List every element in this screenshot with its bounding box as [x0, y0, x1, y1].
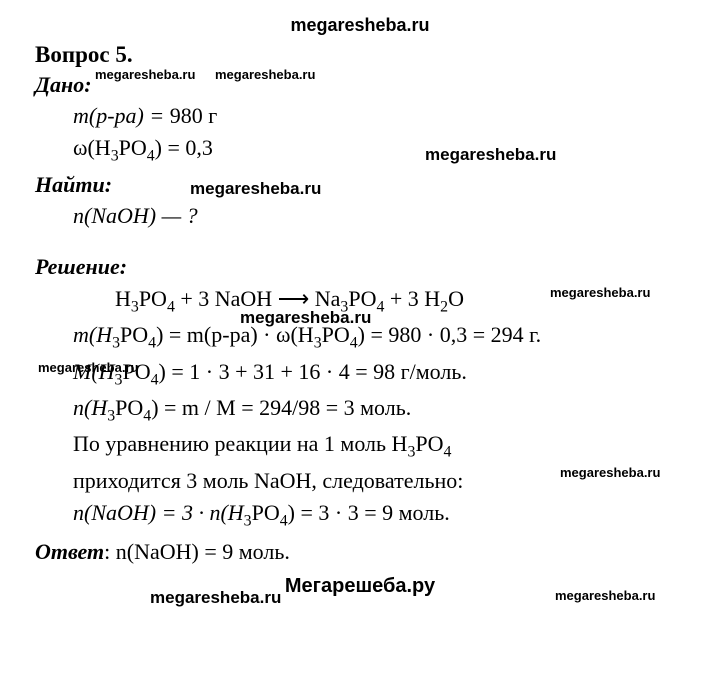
sub: 3 [111, 147, 119, 164]
solution-label: Решение: [35, 254, 685, 280]
text: PO [139, 286, 167, 311]
text: PO [252, 500, 280, 525]
given-line-1: m(р-ра) = 980 г [73, 100, 685, 132]
text: m(р-ра) = [73, 103, 170, 128]
sub: 4 [280, 512, 288, 529]
sub: 3 [131, 299, 139, 316]
equation-line: H3PO4 + 3 NaOH ⟶ Na3PO4 + 3 H2O [115, 282, 685, 319]
sub: 3 [244, 512, 252, 529]
sub: 4 [147, 147, 155, 164]
text: ) = 0,3 [155, 135, 213, 160]
text: PO [119, 135, 147, 160]
text: ) = m(р-ра) · ω(H [156, 322, 314, 347]
sub: 3 [112, 335, 120, 352]
find-label: Найти: [35, 172, 685, 198]
footer-watermark: Мегарешеба.ру [35, 575, 685, 598]
solution-line-6: n(NaOH) = 3 · n(H3PO4) = 3 · 3 = 9 моль. [73, 497, 685, 533]
sub: 4 [151, 371, 159, 388]
sub: 4 [350, 335, 358, 352]
text: + 3 H [384, 286, 440, 311]
text: O [448, 286, 464, 311]
answer-text: : n(NaOH) = 9 моль. [104, 539, 290, 564]
solution-line-2: M(H3PO4) = 1 · 3 + 31 + 16 · 4 = 98 г/мо… [73, 356, 685, 392]
text: M(H [73, 359, 115, 384]
given-label: Дано: [35, 72, 685, 98]
sub: 4 [143, 407, 151, 424]
sub: 4 [167, 299, 175, 316]
text: PO [120, 322, 148, 347]
text: ) = 1 · 3 + 31 + 16 · 4 = 98 г/моль. [159, 359, 467, 384]
answer-label: Ответ [35, 539, 104, 564]
solution-line-4: По уравнению реакции на 1 моль H3PO4 [73, 428, 685, 464]
text: m(H [73, 322, 112, 347]
solution-line-1: m(H3PO4) = m(р-ра) · ω(H3PO4) = 980 · 0,… [73, 319, 685, 355]
text: PO [322, 322, 350, 347]
text: ) = 3 · 3 = 9 моль. [288, 500, 450, 525]
text: ω(H [73, 135, 111, 160]
text: PO [115, 395, 143, 420]
text: + 3 NaOH [175, 286, 278, 311]
given-line-2: ω(H3PO4) = 0,3 [73, 132, 685, 168]
sub: 4 [148, 335, 156, 352]
sub: 3 [314, 335, 322, 352]
sub: 4 [443, 444, 451, 461]
text: ) = m / M = 294/98 = 3 моль. [151, 395, 411, 420]
solution-line-5: приходится 3 моль NaOH, следовательно: [73, 465, 685, 497]
text: Na [309, 286, 340, 311]
text: По уравнению реакции на 1 моль H [73, 431, 407, 456]
text: n(NaOH) = 3 · n(H [73, 500, 244, 525]
answer-line: Ответ: n(NaOH) = 9 моль. [35, 539, 685, 565]
text: ) = 980 · 0,3 = 294 г. [358, 322, 542, 347]
solution-line-3: n(H3PO4) = m / M = 294/98 = 3 моль. [73, 392, 685, 428]
text: n(H [73, 395, 107, 420]
find-line: n(NaOH) — ? [73, 200, 685, 232]
question-title: Вопрос 5. [35, 42, 685, 68]
header-watermark: megaresheba.ru [35, 15, 685, 36]
text: PO [122, 359, 150, 384]
text: H [115, 286, 131, 311]
arrow-icon: ⟶ [278, 286, 310, 311]
sub: 3 [107, 407, 115, 424]
text: n(NaOH) — ? [73, 203, 198, 228]
sub: 2 [440, 299, 448, 316]
value: 980 г [170, 103, 218, 128]
text: PO [348, 286, 376, 311]
text: PO [415, 431, 443, 456]
